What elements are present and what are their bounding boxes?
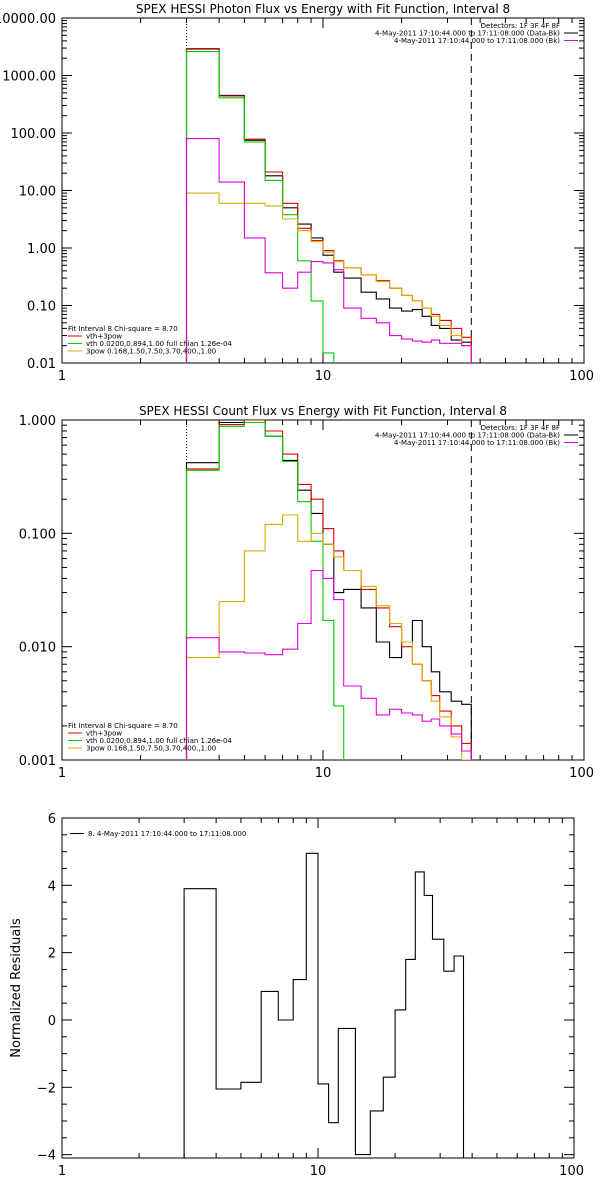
x-tick-label: 100 — [569, 369, 594, 384]
legend-top-right-entry: 4-May-2011 17:10:44.000 to 17:11:08.000 … — [394, 37, 560, 45]
chart-title: SPEX HESSI Count Flux vs Energy with Fit… — [139, 404, 507, 418]
legend-bottom-left-entry: Fit Interval 8 Chi-square = 8.70 — [68, 722, 178, 730]
y-tick-label: −2 — [37, 1081, 56, 1096]
series-0-step — [183, 852, 465, 1158]
chart-count: SPEX HESSI Count Flux vs Energy with Fit… — [19, 404, 594, 781]
y-tick-label: 6 — [48, 812, 56, 827]
chart-photon: SPEX HESSI Photon Flux vs Energy with Fi… — [0, 2, 594, 384]
y-tick-label: −4 — [37, 1149, 56, 1164]
y-tick-label: 10000.00 — [0, 12, 56, 27]
x-tick-label: 10 — [315, 766, 332, 781]
legend-bottom-left-entry: vth+3pow — [86, 730, 122, 738]
series-3-step — [185, 514, 472, 760]
legend-bottom-left-entry: vth 0.0200,0.894,1.00 full chian 1.26e-0… — [86, 737, 232, 745]
y-tick-label: 1.000 — [19, 414, 56, 429]
y-tick-label: 100.00 — [11, 127, 57, 142]
chart-resid: 1 10 100 −4 −2 0 2 4 6 Normalized Residuals 8. 4-M… — [9, 812, 584, 1179]
y-tick-label: 0.01 — [27, 357, 56, 372]
series-4-step — [185, 569, 472, 760]
y-tick-label: 10.00 — [19, 185, 56, 200]
x-tick-label: 10 — [310, 1164, 327, 1179]
legend-top-right-entry: Detectors: 1F 3F 4F 8F — [481, 424, 560, 432]
series-1-step — [185, 47, 472, 363]
y-tick-label: 0.100 — [19, 527, 56, 542]
y-axis-label: Normalized Residuals — [9, 918, 24, 1058]
chart-title: SPEX HESSI Photon Flux vs Energy with Fi… — [136, 2, 510, 16]
series-2-step — [185, 421, 345, 760]
y-tick-label: 0 — [48, 1014, 56, 1029]
legend-top-right-entry: 4-May-2011 17:10:44.000 to 17:11:08.000 … — [394, 439, 560, 447]
y-tick-label: 2 — [48, 947, 56, 962]
legend-bottom-left-entry: 3pow 0.168,1.50,7.50,3.70,400.,1.00 — [86, 348, 216, 356]
x-tick-label: 100 — [569, 766, 594, 781]
legend-bottom-left-entry: vth+3pow — [86, 333, 122, 341]
series-4-step — [185, 138, 472, 363]
legend-bottom-left-entry: Fit Interval 8 Chi-square = 8.70 — [68, 325, 178, 333]
series-0-step — [185, 48, 472, 363]
legend-bottom-left-entry: vth 0.0200,0.894,1.00 full chian 1.26e-0… — [86, 340, 232, 348]
y-tick-label: 0.10 — [27, 300, 56, 315]
x-tick-label: 1 — [58, 1164, 66, 1179]
x-tick-label: 1 — [58, 766, 66, 781]
y-tick-label: 4 — [48, 879, 56, 894]
x-tick-label: 1 — [58, 369, 66, 384]
y-tick-label: 0.001 — [19, 754, 56, 769]
legend-top-right-entry: 4-May-2011 17:10:44.000 to 17:11:08.000 … — [375, 30, 560, 38]
legend-bottom-left-entry: 3pow 0.168,1.50,7.50,3.70,400.,1.00 — [86, 745, 216, 753]
legend-top-right-entry: 4-May-2011 17:10:44.000 to 17:11:08.000 … — [375, 432, 560, 440]
y-tick-label: 1.00 — [27, 242, 56, 257]
y-tick-label: 1000.00 — [2, 70, 56, 85]
series-2-step — [185, 51, 335, 363]
legend-top-left-entry: 8. 4-May-2011 17:10:44.000 to 17:11:08.0… — [88, 830, 246, 838]
x-tick-label: 100 — [559, 1164, 584, 1179]
y-tick-label: 0.010 — [19, 641, 56, 656]
legend-top-right-entry: Detectors: 1F 3F 4F 8F — [481, 22, 560, 30]
series-3-step — [185, 192, 472, 363]
x-tick-label: 10 — [315, 369, 332, 384]
